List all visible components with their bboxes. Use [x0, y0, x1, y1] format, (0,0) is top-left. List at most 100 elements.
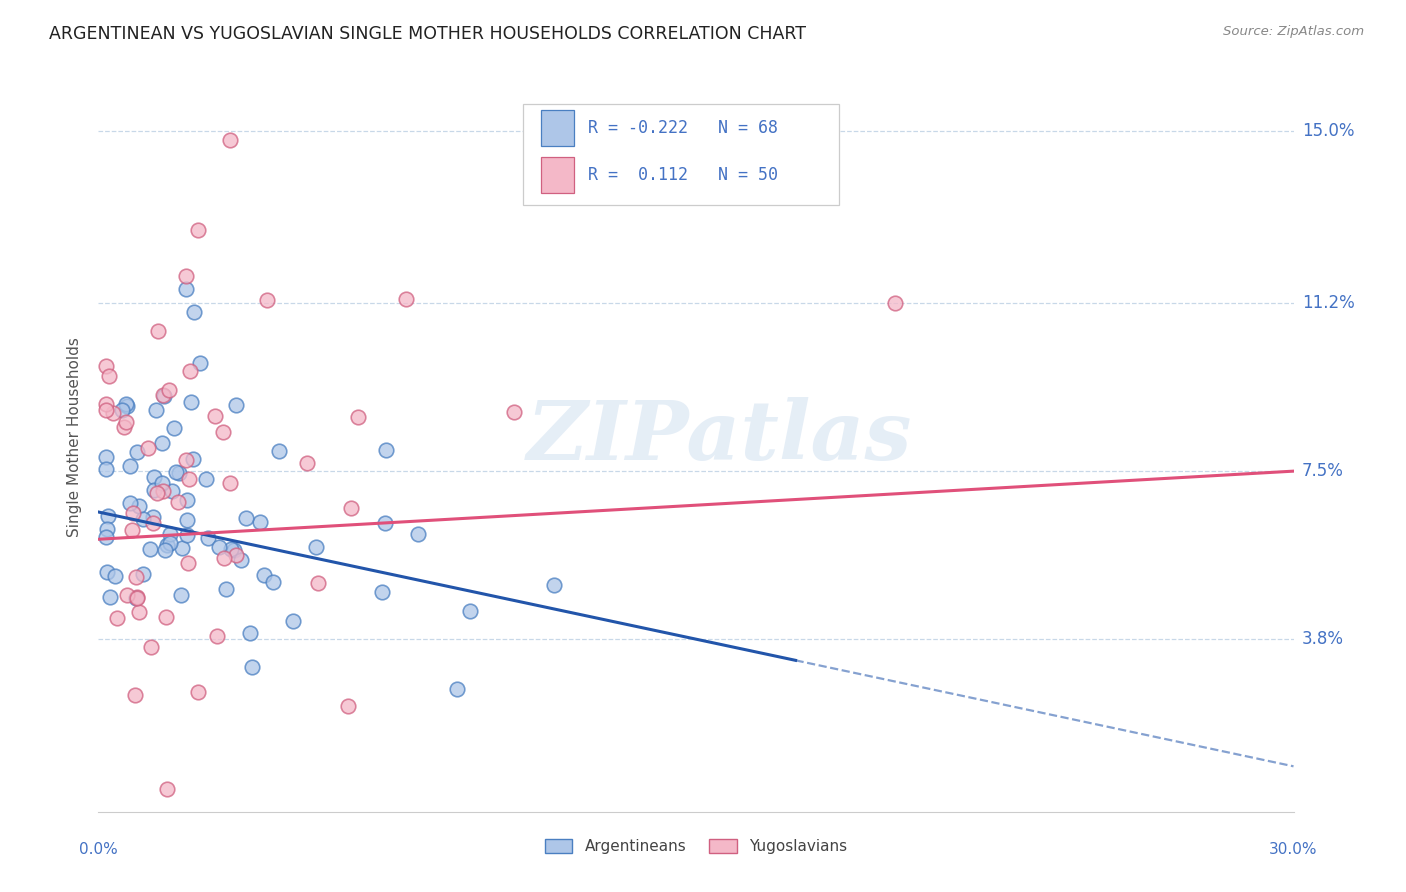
Argentineans — [458, 604, 481, 618]
Text: R = -0.222   N = 68: R = -0.222 N = 68 — [589, 120, 779, 137]
Argentineans — [96, 462, 118, 476]
Argentineans — [176, 513, 198, 527]
Argentineans — [150, 476, 173, 491]
Yugoslavians — [157, 383, 180, 397]
Argentineans — [125, 445, 148, 459]
Argentineans — [160, 484, 183, 499]
Argentineans — [543, 578, 565, 592]
Yugoslavians — [187, 685, 209, 699]
Yugoslavians — [115, 415, 138, 429]
Argentineans — [229, 553, 252, 567]
Yugoslavians — [103, 406, 125, 420]
Argentineans — [239, 626, 262, 640]
Yugoslavians — [167, 494, 190, 508]
Yugoslavians — [155, 610, 177, 624]
Yugoslavians — [884, 296, 907, 310]
Argentineans — [96, 565, 118, 579]
Text: R =  0.112   N = 50: R = 0.112 N = 50 — [589, 166, 779, 184]
Argentineans — [183, 305, 205, 319]
Yugoslavians — [115, 588, 138, 602]
Argentineans — [281, 615, 304, 629]
Yugoslavians — [148, 324, 170, 338]
Yugoslavians — [125, 591, 148, 606]
Argentineans — [170, 588, 193, 602]
Argentineans — [176, 528, 198, 542]
Argentineans — [104, 569, 127, 583]
Argentineans — [143, 470, 166, 484]
Text: 7.5%: 7.5% — [1302, 462, 1344, 480]
Yugoslavians — [145, 486, 167, 500]
Argentineans — [235, 510, 257, 524]
Yugoslavians — [307, 575, 329, 590]
Argentineans — [115, 399, 138, 413]
Yugoslavians — [152, 484, 174, 499]
Argentineans — [170, 541, 193, 555]
Text: 30.0%: 30.0% — [1270, 842, 1317, 857]
Yugoslavians — [503, 405, 526, 419]
Argentineans — [249, 515, 271, 529]
Argentineans — [97, 508, 120, 523]
Legend: Argentineans, Yugoslavians: Argentineans, Yugoslavians — [538, 832, 853, 860]
Yugoslavians — [156, 782, 179, 797]
Argentineans — [128, 500, 150, 514]
Argentineans — [262, 575, 284, 590]
Argentineans — [225, 398, 247, 412]
Argentineans — [165, 465, 187, 479]
Yugoslavians — [340, 501, 363, 516]
Bar — [541, 157, 574, 193]
Bar — [523, 103, 839, 205]
Argentineans — [98, 590, 121, 604]
Argentineans — [446, 682, 468, 697]
Text: 0.0%: 0.0% — [79, 842, 118, 857]
Argentineans — [176, 493, 198, 508]
Argentineans — [96, 450, 118, 464]
Yugoslavians — [336, 698, 359, 713]
Argentineans — [183, 452, 205, 467]
Argentineans — [208, 540, 231, 554]
Argentineans — [145, 403, 167, 417]
Yugoslavians — [204, 409, 226, 423]
Argentineans — [153, 543, 176, 558]
Yugoslavians — [142, 516, 165, 531]
Argentineans — [153, 389, 176, 403]
Yugoslavians — [295, 456, 318, 470]
Argentineans — [174, 283, 197, 297]
Argentineans — [180, 394, 202, 409]
Yugoslavians — [96, 403, 118, 417]
Argentineans — [132, 511, 155, 525]
Yugoslavians — [225, 549, 247, 563]
Argentineans — [142, 510, 165, 524]
Argentineans — [374, 443, 396, 458]
Yugoslavians — [256, 293, 278, 308]
Text: 3.8%: 3.8% — [1302, 630, 1344, 648]
Yugoslavians — [219, 475, 242, 490]
Yugoslavians — [395, 292, 418, 306]
Argentineans — [194, 472, 217, 486]
Yugoslavians — [205, 629, 228, 643]
Text: ZIPatlas: ZIPatlas — [527, 397, 912, 477]
Argentineans — [219, 542, 242, 557]
Argentineans — [120, 496, 142, 510]
Argentineans — [96, 530, 118, 544]
Yugoslavians — [176, 556, 198, 570]
Argentineans — [131, 567, 153, 582]
Argentineans — [159, 536, 181, 550]
Text: Source: ZipAtlas.com: Source: ZipAtlas.com — [1223, 25, 1364, 38]
Argentineans — [114, 396, 136, 410]
Yugoslavians — [179, 473, 201, 487]
Argentineans — [163, 420, 186, 434]
Yugoslavians — [141, 640, 163, 654]
Yugoslavians — [174, 453, 197, 467]
Argentineans — [125, 591, 148, 605]
Yugoslavians — [219, 133, 242, 147]
Argentineans — [167, 466, 190, 480]
Yugoslavians — [124, 570, 146, 584]
Yugoslavians — [152, 388, 174, 402]
Yugoslavians — [128, 605, 150, 619]
Yugoslavians — [347, 410, 370, 425]
Argentineans — [240, 659, 263, 673]
Yugoslavians — [187, 223, 209, 237]
Argentineans — [215, 582, 238, 596]
Argentineans — [139, 542, 162, 557]
Yugoslavians — [96, 397, 118, 411]
